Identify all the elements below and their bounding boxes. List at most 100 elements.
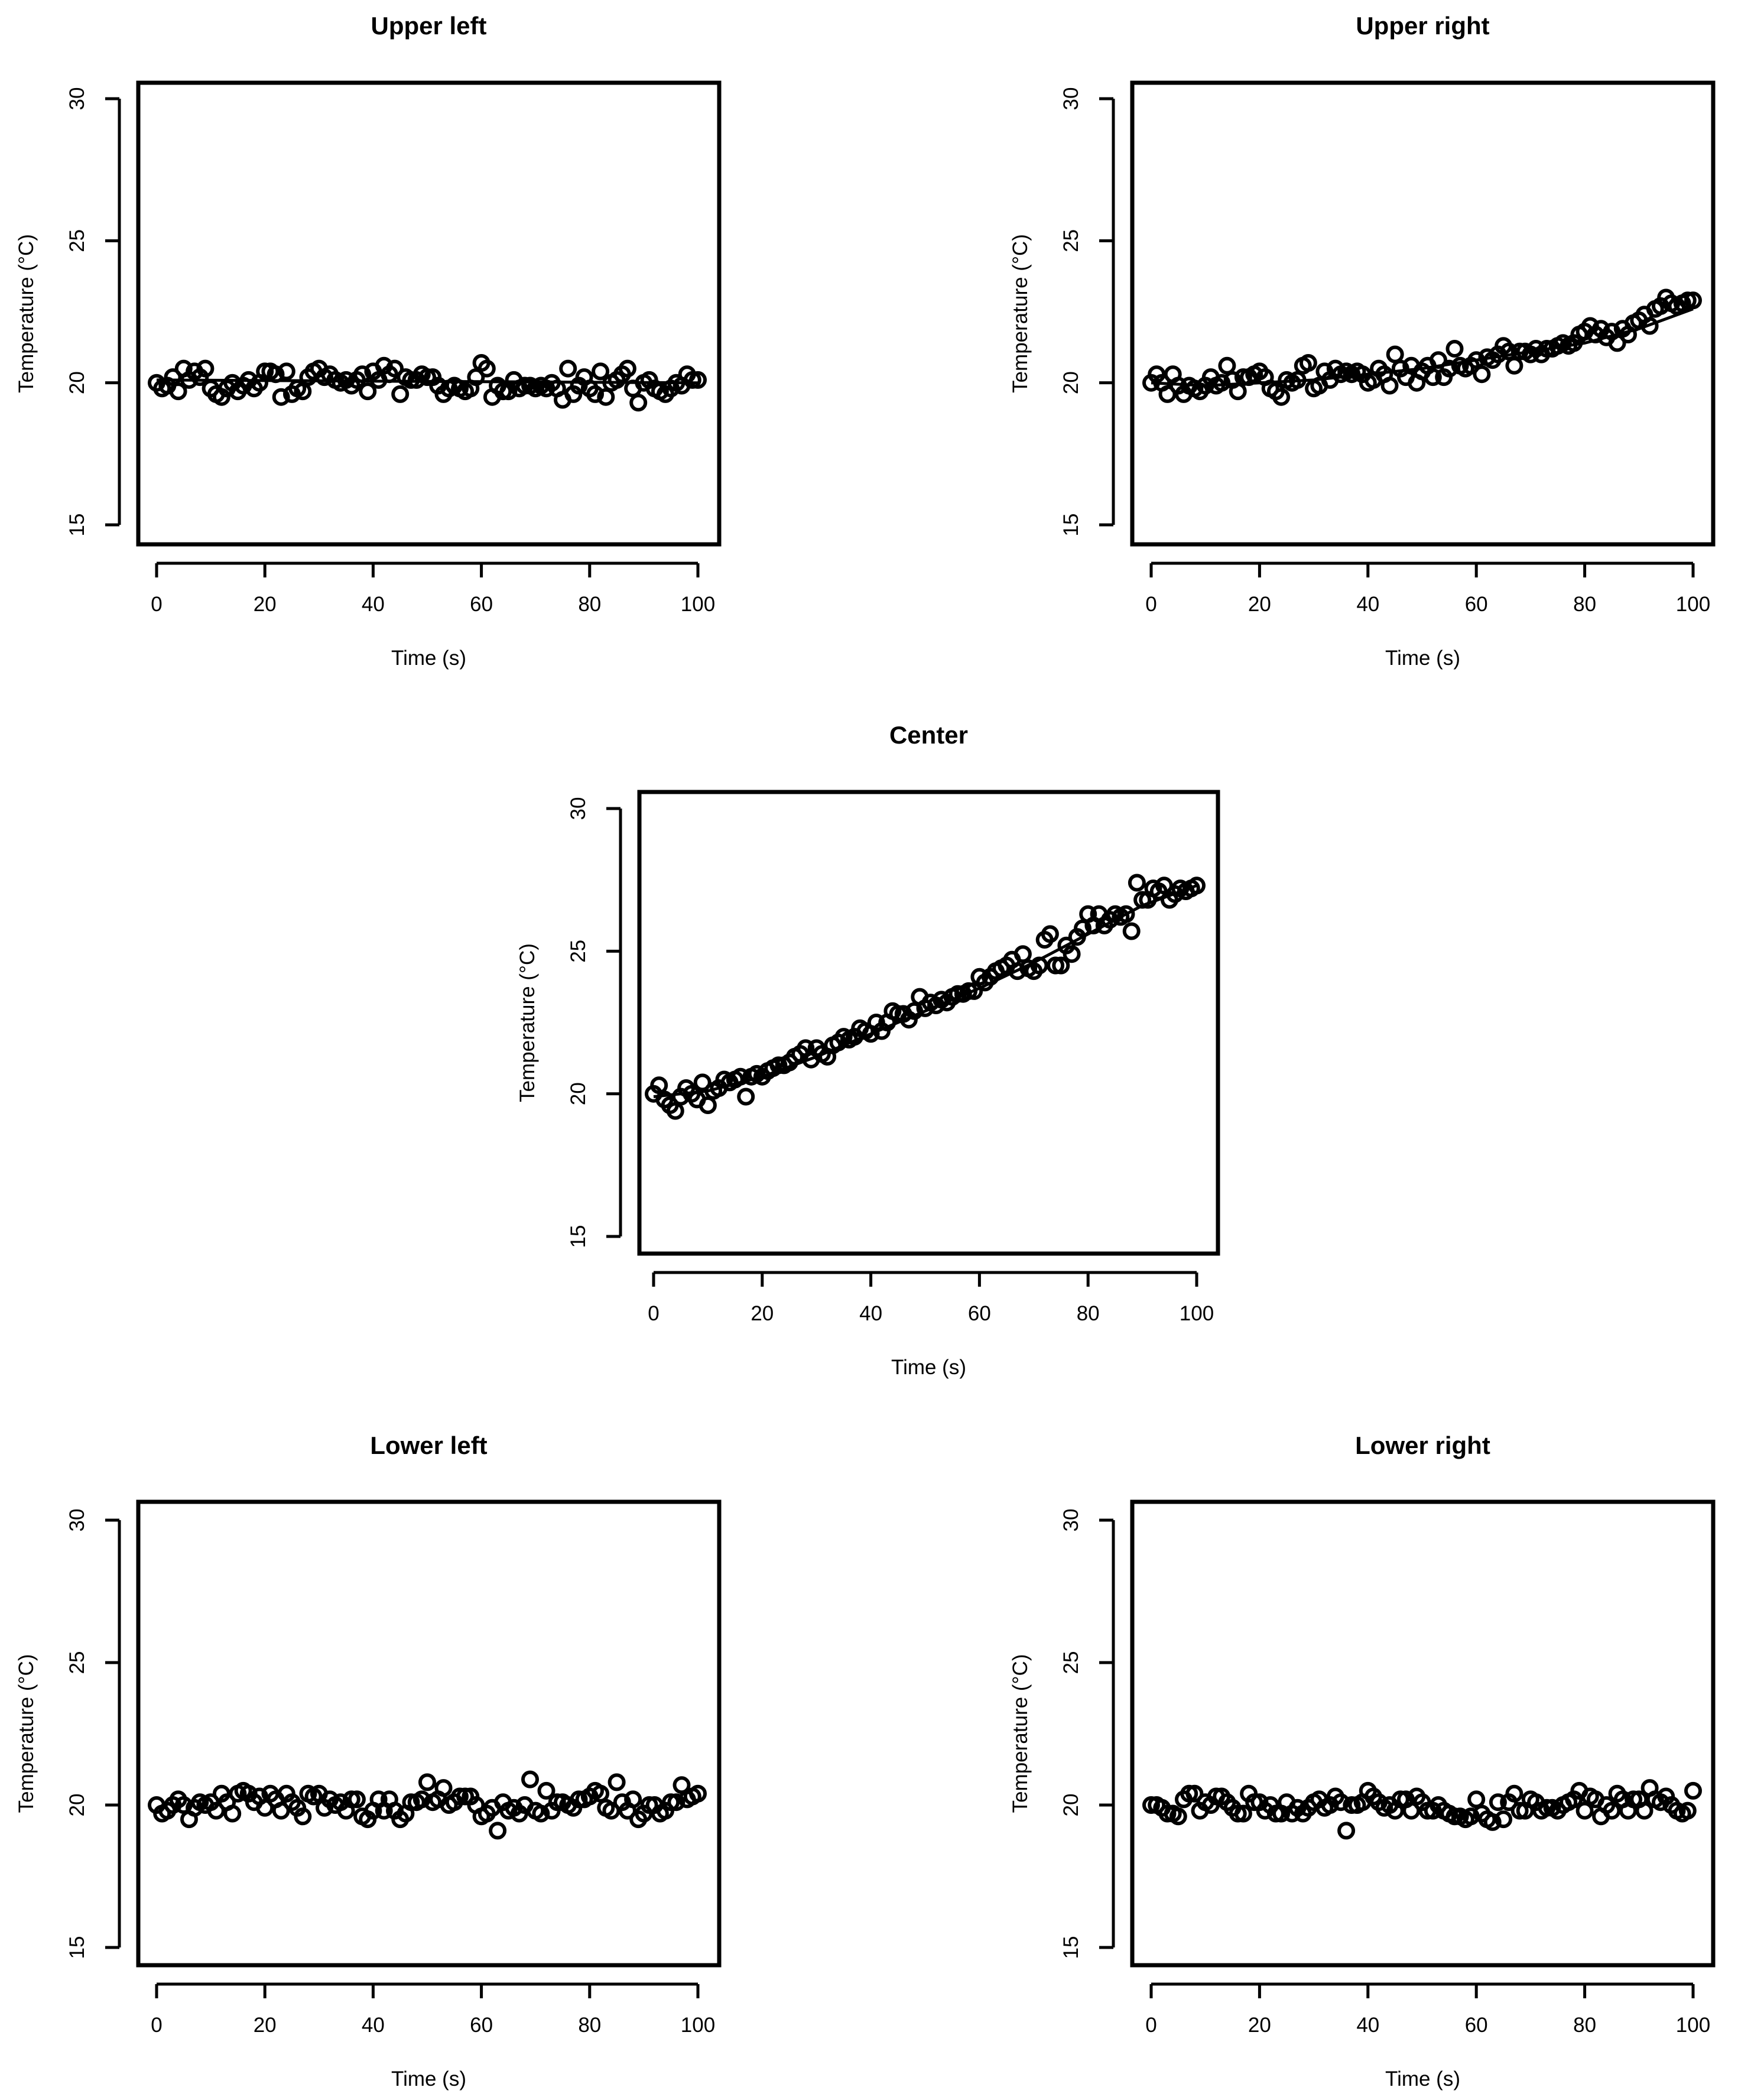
plot-frame: [136, 1499, 722, 1968]
data-point: [1467, 351, 1486, 369]
data-point: [570, 1790, 588, 1809]
data-point: [1603, 1801, 1621, 1820]
data-point: [640, 1796, 658, 1814]
data-point: [1218, 356, 1236, 375]
x-tick-label: 60: [1465, 593, 1488, 616]
data-point: [347, 1790, 366, 1809]
plot-title: Center: [889, 721, 968, 749]
x-tick-label: 60: [470, 593, 493, 616]
data-point: [689, 1784, 707, 1803]
data-point: [1158, 1804, 1177, 1823]
data-point: [1155, 877, 1173, 895]
y-tick-label: 20: [567, 1082, 590, 1105]
data-point: [277, 362, 295, 381]
data-point: [456, 1787, 475, 1806]
data-point: [1234, 1804, 1252, 1823]
y-tick-label: 25: [1060, 229, 1083, 252]
scatter-panel-2: Upper right 0 20 40 60 80 100 Time (s) 15 20 25 30 T…: [1009, 12, 1716, 670]
plot-title: Lower left: [370, 1431, 487, 1459]
data-point: [412, 1790, 431, 1809]
data-point: [699, 1096, 717, 1114]
data-point: [342, 1790, 360, 1809]
data-point: [521, 1770, 539, 1788]
data-point: [1008, 962, 1026, 981]
x-tick-label: 100: [1676, 2014, 1710, 2037]
data-point: [1402, 1801, 1421, 1820]
data-point: [608, 1773, 626, 1791]
x-tick-label: 80: [1077, 1302, 1100, 1325]
data-point: [1462, 1807, 1480, 1826]
data-point: [1142, 1796, 1160, 1814]
data-point: [592, 1784, 610, 1803]
data-point: [1158, 385, 1177, 403]
data-point: [1030, 956, 1048, 975]
plot-title: Upper right: [1356, 12, 1489, 40]
data-point: [1678, 1801, 1697, 1820]
data-point: [391, 385, 410, 403]
x-tick-label: 40: [1356, 2014, 1379, 2037]
data-point: [1380, 376, 1399, 395]
data-point: [650, 1076, 668, 1095]
x-axis-label: Time (s): [891, 1356, 966, 1379]
data-point: [1074, 919, 1091, 937]
data-point: [1505, 356, 1523, 375]
data-point: [1343, 1796, 1361, 1814]
y-axis-label: Temperature (°C): [1009, 1654, 1032, 1813]
data-point: [629, 394, 648, 412]
data-point: [196, 359, 215, 378]
data-point: [960, 982, 977, 1000]
x-tick-label: 0: [151, 2014, 162, 2037]
data-point: [294, 1807, 312, 1826]
data-point: [1229, 1804, 1247, 1823]
y-tick-label: 20: [1060, 371, 1083, 394]
data-point: [418, 368, 436, 387]
x-tick-label: 40: [1356, 593, 1379, 616]
data-point: [1678, 291, 1697, 310]
data-point: [1128, 874, 1146, 892]
data-point: [1331, 1793, 1350, 1812]
data-point: [559, 359, 577, 378]
x-axis-label: Time (s): [1385, 2067, 1460, 2090]
x-tick-label: 20: [751, 1302, 774, 1325]
data-point: [693, 1073, 712, 1092]
data-point: [1684, 1781, 1702, 1800]
data-point: [467, 368, 485, 387]
x-tick-label: 0: [1145, 593, 1156, 616]
data-point: [586, 385, 604, 403]
x-tick-label: 20: [254, 2014, 277, 2037]
data-point: [1473, 365, 1491, 384]
data-point: [537, 1781, 555, 1800]
data-point: [618, 359, 636, 378]
data-point: [418, 1773, 436, 1791]
data-point: [402, 1793, 420, 1812]
data-point: [1445, 340, 1464, 358]
y-tick-label: 15: [1060, 514, 1083, 537]
x-tick-label: 80: [578, 2014, 601, 2037]
data-point: [1213, 374, 1231, 392]
data-point: [207, 1801, 225, 1820]
data-point: [1180, 1784, 1198, 1803]
data-point: [477, 359, 496, 378]
data-point: [386, 359, 404, 378]
x-tick-label: 100: [681, 593, 715, 616]
data-point: [256, 362, 274, 381]
data-point: [965, 982, 983, 1000]
x-tick-label: 40: [362, 593, 385, 616]
data-point: [1133, 891, 1152, 909]
data-point: [948, 985, 967, 1003]
data-point: [1608, 334, 1626, 352]
y-axis-label: Temperature (°C): [15, 234, 38, 393]
data-point: [1234, 368, 1252, 387]
plot-title: Upper left: [371, 12, 486, 40]
x-tick-label: 60: [1465, 2014, 1488, 2037]
data-point: [267, 365, 285, 384]
y-tick-label: 15: [1060, 1936, 1083, 1959]
data-point: [1635, 1801, 1653, 1820]
data-point: [1188, 877, 1206, 895]
y-tick-label: 30: [1060, 1509, 1083, 1532]
data-point: [1440, 359, 1458, 378]
plot-frame: [1130, 1499, 1716, 1968]
data-point: [737, 1088, 755, 1106]
scatter-panel-4: Lower left 0 20 40 60 80 100 Time (s) 15 20 25 30 Te…: [15, 1431, 722, 2090]
